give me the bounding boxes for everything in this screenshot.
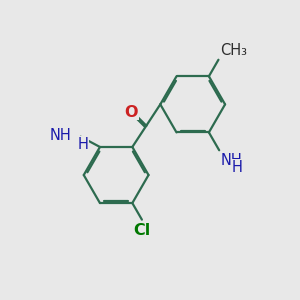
Text: NH: NH — [50, 128, 72, 143]
Text: NH: NH — [221, 153, 242, 168]
Text: O: O — [124, 105, 138, 120]
Text: H: H — [232, 160, 242, 175]
Text: CH₃: CH₃ — [220, 43, 247, 58]
Text: H: H — [77, 136, 88, 152]
Text: Cl: Cl — [133, 223, 151, 238]
